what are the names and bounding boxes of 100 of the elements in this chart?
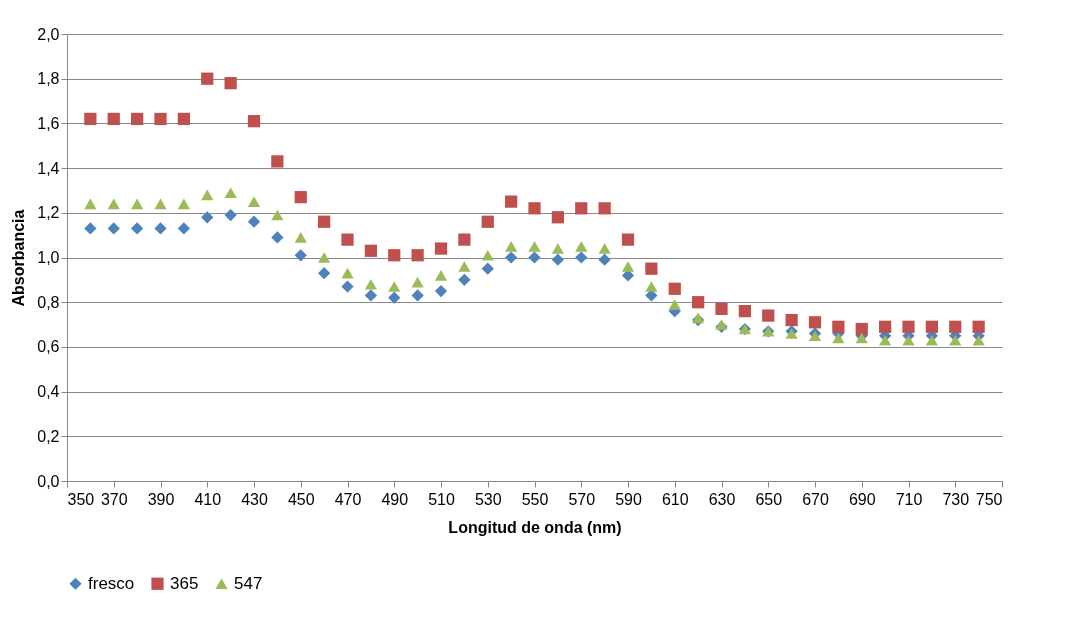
y-tick-label: 1,6 bbox=[37, 114, 60, 132]
point bbox=[294, 249, 307, 262]
point bbox=[879, 334, 892, 346]
point bbox=[84, 198, 97, 210]
x-tick-label: 490 bbox=[381, 490, 409, 508]
point bbox=[107, 222, 120, 235]
x-tick-label: 510 bbox=[428, 490, 455, 508]
y-tick-label: 1,2 bbox=[37, 204, 60, 222]
point bbox=[925, 334, 938, 346]
point bbox=[201, 72, 214, 85]
y-tick-label: 1,4 bbox=[37, 159, 60, 177]
point bbox=[107, 198, 120, 210]
point bbox=[201, 211, 214, 224]
point bbox=[154, 112, 167, 126]
point bbox=[668, 299, 681, 310]
y-tick-label: 0,0 bbox=[37, 472, 60, 490]
point bbox=[177, 198, 190, 210]
point bbox=[551, 253, 564, 266]
x-tick-label: 350 bbox=[67, 490, 95, 508]
point bbox=[318, 267, 331, 280]
x-tick-label: 430 bbox=[241, 490, 268, 508]
point bbox=[902, 320, 915, 333]
point bbox=[154, 222, 167, 235]
point bbox=[318, 252, 331, 263]
point bbox=[247, 196, 261, 207]
legend-label: 365 bbox=[170, 573, 199, 593]
point bbox=[949, 320, 962, 333]
point bbox=[341, 233, 354, 246]
point bbox=[832, 332, 845, 344]
point bbox=[621, 233, 635, 246]
point bbox=[505, 241, 518, 252]
point bbox=[645, 281, 658, 292]
y-tick-label: 0,4 bbox=[37, 383, 60, 401]
point bbox=[364, 289, 377, 302]
x-tick-label: 690 bbox=[848, 490, 876, 508]
point bbox=[528, 202, 541, 215]
x-tick-label: 410 bbox=[194, 490, 222, 508]
point bbox=[364, 244, 377, 257]
point bbox=[271, 155, 284, 168]
point bbox=[131, 112, 144, 126]
y-tick-label: 0,2 bbox=[37, 427, 60, 445]
point bbox=[201, 189, 214, 201]
x-tick-label: 450 bbox=[287, 490, 315, 508]
x-tick-label: 630 bbox=[708, 490, 736, 508]
point bbox=[434, 270, 448, 281]
point bbox=[785, 313, 798, 327]
x-tick-label: 710 bbox=[895, 490, 923, 508]
point bbox=[855, 322, 868, 336]
point bbox=[668, 282, 681, 295]
point bbox=[715, 302, 728, 316]
point bbox=[621, 261, 635, 272]
point bbox=[925, 320, 938, 333]
point bbox=[271, 231, 284, 244]
point bbox=[341, 267, 354, 279]
point bbox=[341, 280, 354, 293]
x-tick-label: 730 bbox=[942, 490, 970, 508]
legend-label: 547 bbox=[234, 573, 263, 593]
x-tick-label: 750 bbox=[975, 490, 1003, 508]
point bbox=[505, 251, 518, 264]
point bbox=[247, 115, 261, 128]
y-tick-label: 1,8 bbox=[37, 70, 60, 88]
point bbox=[972, 334, 985, 346]
point bbox=[131, 198, 144, 210]
point bbox=[177, 222, 190, 235]
point bbox=[364, 279, 377, 290]
point bbox=[224, 208, 237, 222]
point bbox=[808, 316, 822, 329]
point bbox=[575, 251, 588, 264]
point bbox=[551, 243, 564, 254]
point bbox=[879, 320, 892, 333]
x-tick-label: 670 bbox=[802, 490, 829, 508]
point bbox=[271, 209, 284, 221]
point bbox=[411, 276, 424, 288]
point bbox=[84, 112, 97, 126]
y-tick-label: 1,0 bbox=[37, 249, 60, 266]
point bbox=[458, 261, 471, 272]
point bbox=[645, 262, 658, 275]
point bbox=[388, 249, 401, 262]
legend-label: fresco bbox=[88, 573, 135, 593]
point bbox=[247, 215, 261, 228]
y-tick-label: 0,8 bbox=[37, 293, 60, 311]
point bbox=[972, 320, 985, 333]
x-tick-label: 650 bbox=[755, 490, 783, 508]
x-tick-label: 550 bbox=[521, 490, 549, 508]
x-axis-title: Longitud de onda (nm) bbox=[448, 518, 622, 536]
x-tick-label: 470 bbox=[334, 490, 362, 508]
point bbox=[411, 249, 424, 262]
point bbox=[481, 249, 494, 261]
point bbox=[84, 222, 97, 235]
y-tick-label: 2,0 bbox=[37, 25, 60, 43]
x-tick-label: 570 bbox=[568, 490, 596, 508]
point bbox=[388, 281, 401, 292]
point bbox=[434, 242, 448, 255]
point bbox=[575, 241, 588, 252]
point bbox=[388, 291, 401, 304]
point bbox=[949, 334, 962, 346]
point bbox=[318, 215, 331, 228]
point bbox=[177, 112, 190, 126]
point bbox=[598, 202, 611, 215]
point bbox=[434, 284, 448, 298]
